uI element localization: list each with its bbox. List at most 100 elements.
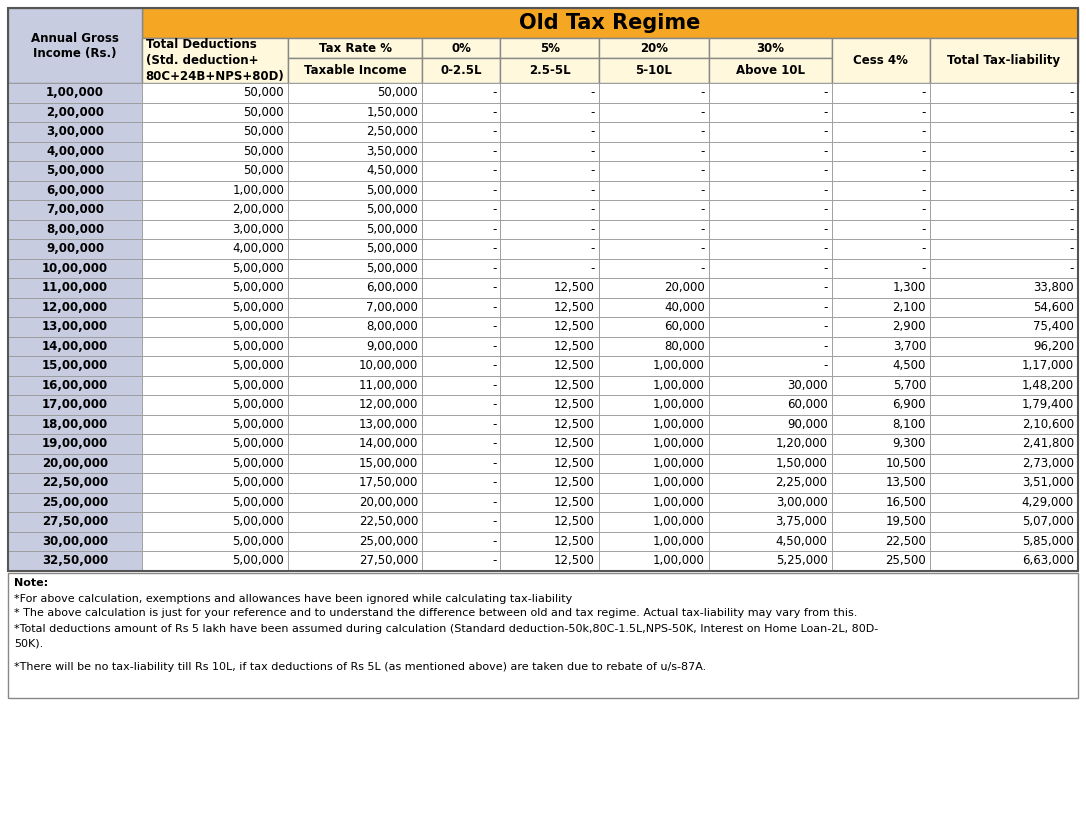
Bar (8, 8, 142, 83)
Bar (8, 141, 142, 161)
Bar (422, 278, 501, 297)
Bar (422, 492, 501, 512)
Text: -: - (492, 184, 496, 197)
Bar (501, 317, 598, 337)
Bar (709, 375, 832, 395)
Text: -: - (492, 87, 496, 99)
Bar (709, 512, 832, 532)
Text: -: - (823, 203, 828, 216)
Bar (709, 454, 832, 473)
Bar (832, 161, 930, 181)
Text: 5,00,000: 5,00,000 (232, 515, 285, 528)
Bar (8, 337, 142, 356)
Text: 6,00,000: 6,00,000 (46, 184, 104, 197)
Text: 1,00,000: 1,00,000 (653, 398, 705, 412)
Text: 1,79,400: 1,79,400 (1022, 398, 1074, 412)
Bar (142, 161, 288, 181)
Bar (930, 414, 1078, 434)
Bar (930, 141, 1078, 161)
Bar (501, 122, 598, 141)
Bar (142, 259, 288, 278)
Text: -: - (492, 398, 496, 412)
Bar (598, 414, 709, 434)
Text: 50,000: 50,000 (243, 87, 285, 99)
Text: Total Tax-liability: Total Tax-liability (947, 54, 1061, 67)
Bar (930, 434, 1078, 454)
Bar (501, 58, 598, 83)
Text: 5,00,000: 5,00,000 (232, 301, 285, 314)
Text: 19,00,000: 19,00,000 (42, 438, 109, 450)
Bar (142, 337, 288, 356)
Text: 2,41,800: 2,41,800 (1022, 438, 1074, 450)
Bar (142, 473, 288, 492)
Text: -: - (1070, 262, 1074, 275)
Text: -: - (492, 535, 496, 548)
Bar (288, 259, 422, 278)
Text: 27,50,000: 27,50,000 (358, 554, 418, 567)
Text: 20,00,000: 20,00,000 (359, 496, 418, 509)
Bar (422, 512, 501, 532)
Text: 1,00,000: 1,00,000 (653, 438, 705, 450)
Text: 12,500: 12,500 (554, 438, 595, 450)
Text: 22,500: 22,500 (885, 535, 926, 548)
Text: 12,500: 12,500 (554, 535, 595, 548)
Text: -: - (591, 184, 595, 197)
Bar (288, 102, 422, 122)
Bar (501, 454, 598, 473)
Text: 25,00,000: 25,00,000 (359, 535, 418, 548)
Bar (422, 200, 501, 219)
Bar (598, 375, 709, 395)
Text: 12,500: 12,500 (554, 496, 595, 509)
Bar (501, 239, 598, 259)
Bar (288, 181, 422, 200)
Bar (501, 83, 598, 102)
Text: 12,500: 12,500 (554, 457, 595, 470)
Text: -: - (700, 184, 705, 197)
Bar (8, 122, 142, 141)
Text: -: - (1070, 87, 1074, 99)
Bar (930, 219, 1078, 239)
Text: -: - (922, 165, 926, 177)
Text: -: - (1070, 242, 1074, 255)
Text: 4,00,000: 4,00,000 (46, 144, 104, 158)
Bar (930, 102, 1078, 122)
Bar (422, 122, 501, 141)
Text: 12,500: 12,500 (554, 339, 595, 353)
Bar (501, 414, 598, 434)
Bar (709, 58, 832, 83)
Text: 12,500: 12,500 (554, 417, 595, 431)
Text: 2,100: 2,100 (893, 301, 926, 314)
Text: 0%: 0% (452, 42, 471, 55)
Text: 75,400: 75,400 (1033, 320, 1074, 333)
Text: -: - (591, 106, 595, 118)
Bar (598, 38, 709, 58)
Bar (501, 200, 598, 219)
Bar (422, 161, 501, 181)
Text: 19,500: 19,500 (885, 515, 926, 528)
Text: 5,85,000: 5,85,000 (1022, 535, 1074, 548)
Bar (142, 219, 288, 239)
Text: -: - (492, 360, 496, 372)
Text: 3,00,000: 3,00,000 (775, 496, 828, 509)
Bar (832, 219, 930, 239)
Bar (709, 434, 832, 454)
Bar (832, 278, 930, 297)
Bar (142, 492, 288, 512)
Bar (422, 337, 501, 356)
Text: -: - (1070, 203, 1074, 216)
Bar (598, 454, 709, 473)
Text: 5,00,000: 5,00,000 (232, 262, 285, 275)
Text: 22,50,000: 22,50,000 (358, 515, 418, 528)
Text: 5,00,000: 5,00,000 (232, 554, 285, 567)
Bar (8, 219, 142, 239)
Bar (422, 532, 501, 551)
Text: 20,000: 20,000 (665, 281, 705, 294)
Text: 5,00,000: 5,00,000 (232, 360, 285, 372)
Bar (598, 395, 709, 414)
Bar (422, 317, 501, 337)
Bar (142, 239, 288, 259)
Bar (501, 375, 598, 395)
Text: 1,00,000: 1,00,000 (653, 535, 705, 548)
Text: 80,000: 80,000 (665, 339, 705, 353)
Bar (8, 278, 142, 297)
